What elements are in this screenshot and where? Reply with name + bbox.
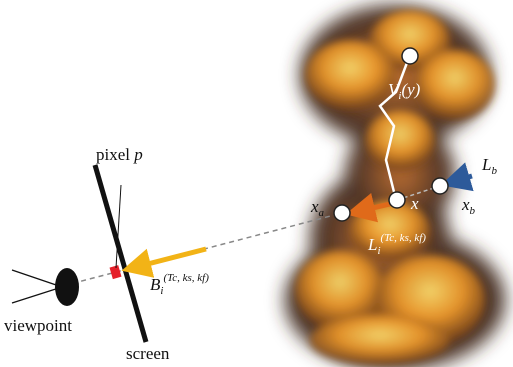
- label: screen: [126, 344, 170, 363]
- label-sub: a: [319, 207, 325, 219]
- label-text: pixel: [96, 145, 130, 164]
- label: Lb: [481, 155, 497, 177]
- label-sup: (Tc, ks, kf): [381, 232, 427, 244]
- label-base: L: [481, 155, 491, 174]
- label-sub: b: [470, 205, 476, 217]
- label-sub: i: [160, 285, 163, 297]
- pixel-marker: [110, 265, 122, 279]
- label-sub: b: [491, 165, 497, 177]
- label-arg: (y): [401, 80, 420, 99]
- label: x: [410, 194, 419, 213]
- label: viewpoint: [4, 316, 72, 335]
- label: pixel p: [96, 145, 143, 164]
- diagram: pixel p viewpoint screen Vi(y) x xa xb L…: [0, 0, 513, 367]
- label-var: p: [133, 145, 143, 164]
- label: Bi(Tc, ks, kf): [150, 272, 209, 297]
- label-base: L: [367, 235, 377, 254]
- arrow: [455, 176, 472, 181]
- label: Vi(y): [388, 80, 421, 102]
- label-sup: (Tc, ks, kf): [163, 272, 209, 284]
- label-sub: i: [377, 245, 380, 257]
- smoke-plume: [285, 5, 505, 367]
- arrow: [136, 249, 206, 267]
- label: xb: [461, 195, 476, 217]
- eye: [12, 268, 79, 306]
- label-base: B: [150, 275, 161, 294]
